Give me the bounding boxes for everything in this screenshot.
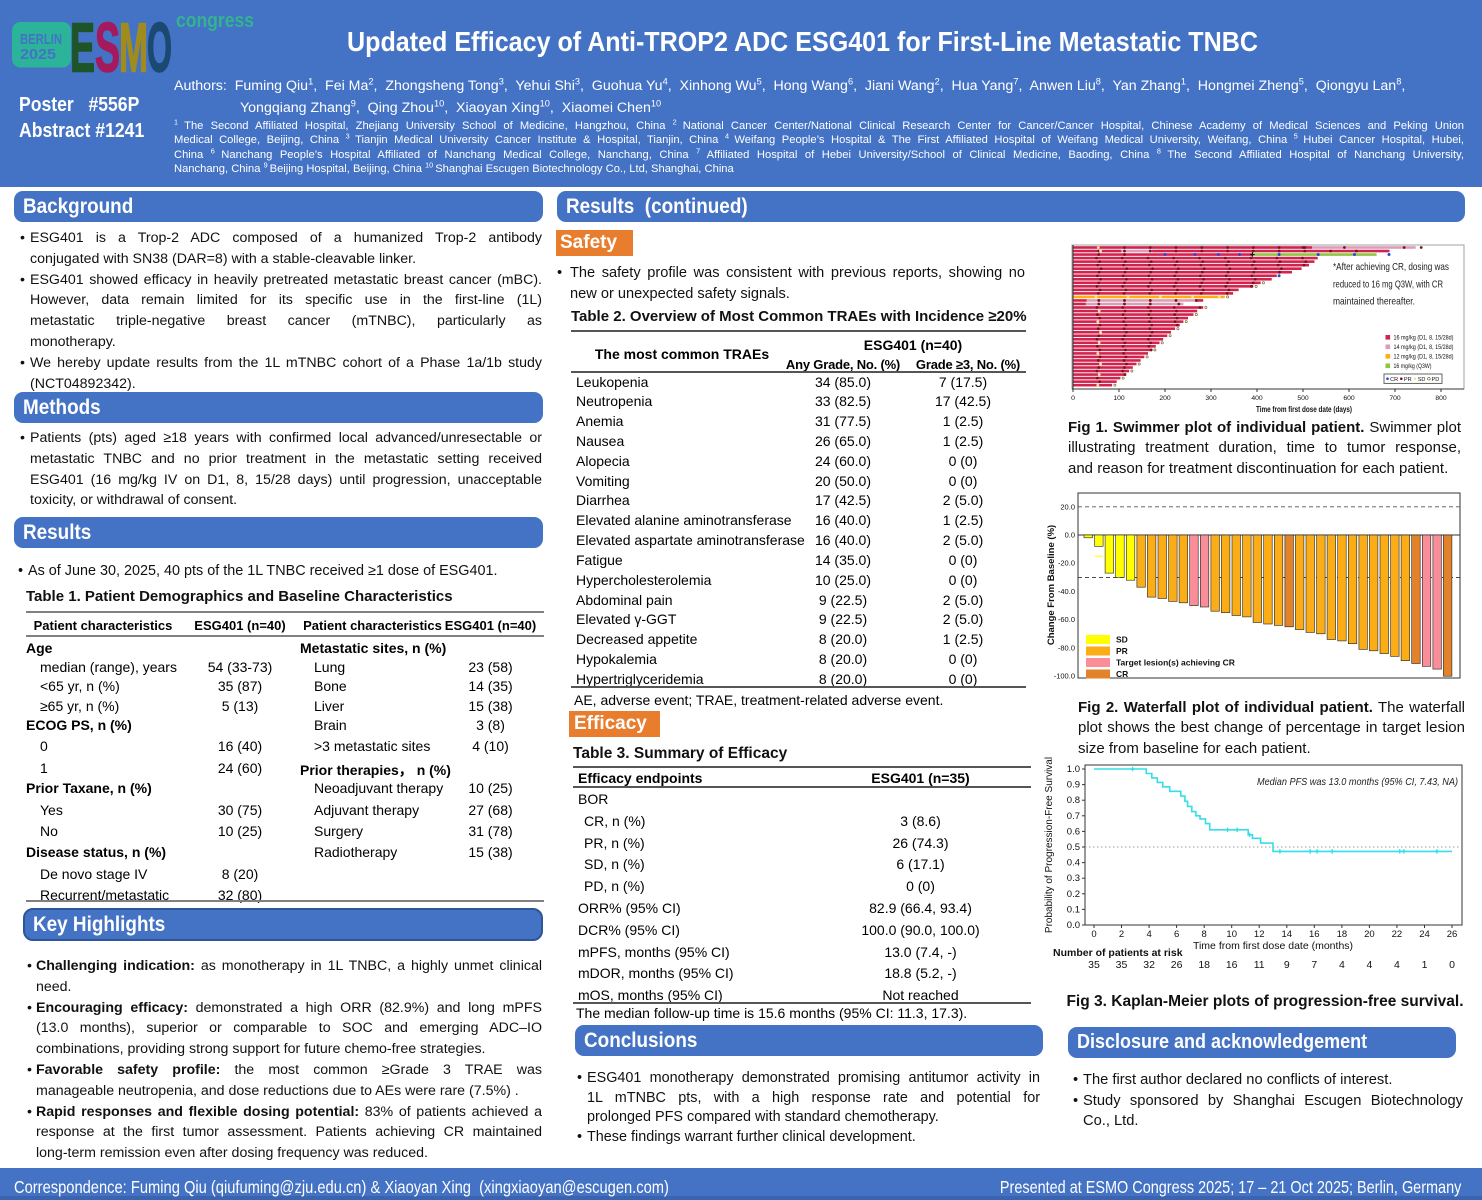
svg-text:14: 14 <box>1282 929 1293 940</box>
svg-text:2025: 2025 <box>20 47 56 63</box>
svg-text:26: 26 <box>1447 929 1458 940</box>
svg-text:20: 20 <box>1364 929 1375 940</box>
svg-text:9: 9 <box>1284 959 1290 971</box>
svg-text:Number of patients at risk: Number of patients at risk <box>1053 947 1183 959</box>
svg-text:PR: PR <box>1404 377 1412 383</box>
svg-text:20.0: 20.0 <box>1060 502 1075 511</box>
svg-text:2: 2 <box>1119 929 1124 940</box>
svg-text:0.2: 0.2 <box>1067 889 1080 900</box>
svg-text:35: 35 <box>1116 959 1128 971</box>
svg-text:16: 16 <box>1226 959 1238 971</box>
svg-text:7: 7 <box>1311 959 1317 971</box>
svg-text:0.5: 0.5 <box>1067 842 1080 853</box>
svg-text:800: 800 <box>1435 395 1447 402</box>
svg-text:12 mg/kg (D1, 8, 15/28d): 12 mg/kg (D1, 8, 15/28d) <box>1394 353 1454 360</box>
svg-text:-60.0: -60.0 <box>1058 615 1075 624</box>
svg-text:Time from first dose date (mon: Time from first dose date (months) <box>1193 940 1353 952</box>
svg-text:32: 32 <box>1143 959 1155 971</box>
svg-text:CR: CR <box>1116 669 1128 679</box>
svg-text:0: 0 <box>1091 929 1096 940</box>
svg-text:100: 100 <box>1113 395 1125 402</box>
svg-text:0: 0 <box>1071 395 1075 402</box>
svg-text:22: 22 <box>1392 929 1403 940</box>
svg-text:-100.0: -100.0 <box>1054 672 1075 681</box>
svg-text:0.3: 0.3 <box>1067 873 1080 884</box>
svg-text:O: O <box>147 9 172 81</box>
svg-text:Probability of Progression-Fre: Probability of Progression-Free Survival <box>1044 757 1055 933</box>
svg-text:4: 4 <box>1339 959 1345 971</box>
svg-text:500: 500 <box>1297 395 1309 402</box>
svg-text:400: 400 <box>1251 395 1263 402</box>
svg-text:BERLIN: BERLIN <box>20 32 62 48</box>
svg-text:SD: SD <box>1116 635 1128 645</box>
svg-text:0.7: 0.7 <box>1067 811 1080 822</box>
svg-text:16: 16 <box>1309 929 1320 940</box>
svg-text:4: 4 <box>1146 929 1151 940</box>
svg-text:0.1: 0.1 <box>1067 904 1080 915</box>
svg-text:reduced to 16 mg Q3W, with CR: reduced to 16 mg Q3W, with CR <box>1333 278 1443 290</box>
svg-text:10: 10 <box>1226 929 1237 940</box>
svg-text:4: 4 <box>1366 959 1372 971</box>
svg-text:18: 18 <box>1198 959 1210 971</box>
svg-text:SD: SD <box>1418 377 1426 383</box>
svg-text:4: 4 <box>1394 959 1400 971</box>
svg-text:PR: PR <box>1116 646 1128 656</box>
svg-text:700: 700 <box>1389 395 1401 402</box>
svg-text:0: 0 <box>1449 959 1455 971</box>
svg-text:0.4: 0.4 <box>1067 858 1080 869</box>
svg-text:1.0: 1.0 <box>1067 764 1080 775</box>
svg-text:CR: CR <box>1390 377 1398 383</box>
svg-text:E: E <box>70 9 95 81</box>
svg-text:16 mg/kg (Q3W): 16 mg/kg (Q3W) <box>1394 363 1432 370</box>
svg-text:0.9: 0.9 <box>1067 780 1080 791</box>
svg-text:0.0: 0.0 <box>1065 531 1075 540</box>
svg-text:0.8: 0.8 <box>1067 795 1080 806</box>
svg-text:S: S <box>95 9 120 81</box>
svg-text:0.0: 0.0 <box>1067 920 1080 931</box>
svg-text:Time from first dose date (day: Time from first dose date (days) <box>1256 405 1352 414</box>
svg-text:Target lesion(s) achieving CR: Target lesion(s) achieving CR <box>1116 658 1235 668</box>
svg-text:6: 6 <box>1174 929 1179 940</box>
svg-text:maintained thereafter.: maintained thereafter. <box>1333 296 1415 308</box>
svg-text:200: 200 <box>1159 395 1171 402</box>
svg-text:300: 300 <box>1205 395 1217 402</box>
svg-text:26: 26 <box>1171 959 1183 971</box>
svg-text:Median PFS was 13.0 months (95: Median PFS was 13.0 months (95% CI, 7.43… <box>1257 776 1458 788</box>
svg-text:35: 35 <box>1088 959 1100 971</box>
svg-text:11: 11 <box>1254 959 1265 971</box>
svg-text:18: 18 <box>1337 929 1348 940</box>
svg-text:PD: PD <box>1432 377 1440 383</box>
svg-text:M: M <box>119 9 148 81</box>
svg-text:*After achieving CR, dosing wa: *After achieving CR, dosing was <box>1333 261 1449 273</box>
svg-text:congress: congress <box>176 10 254 32</box>
svg-text:-20.0: -20.0 <box>1058 559 1075 568</box>
svg-text:1: 1 <box>1422 959 1428 971</box>
svg-text:600: 600 <box>1343 395 1355 402</box>
svg-text:-80.0: -80.0 <box>1058 644 1075 653</box>
svg-text:0.6: 0.6 <box>1067 826 1080 837</box>
svg-text:12: 12 <box>1254 929 1265 940</box>
svg-text:Change From Baseline (%): Change From Baseline (%) <box>1046 525 1057 645</box>
svg-text:16 mg/kg (D1, 8, 15/28d): 16 mg/kg (D1, 8, 15/28d) <box>1394 334 1454 341</box>
svg-text:-40.0: -40.0 <box>1058 587 1075 596</box>
svg-text:8: 8 <box>1202 929 1207 940</box>
svg-text:14 mg/kg (D1, 8, 15/28d): 14 mg/kg (D1, 8, 15/28d) <box>1394 344 1454 351</box>
svg-text:24: 24 <box>1419 929 1430 940</box>
